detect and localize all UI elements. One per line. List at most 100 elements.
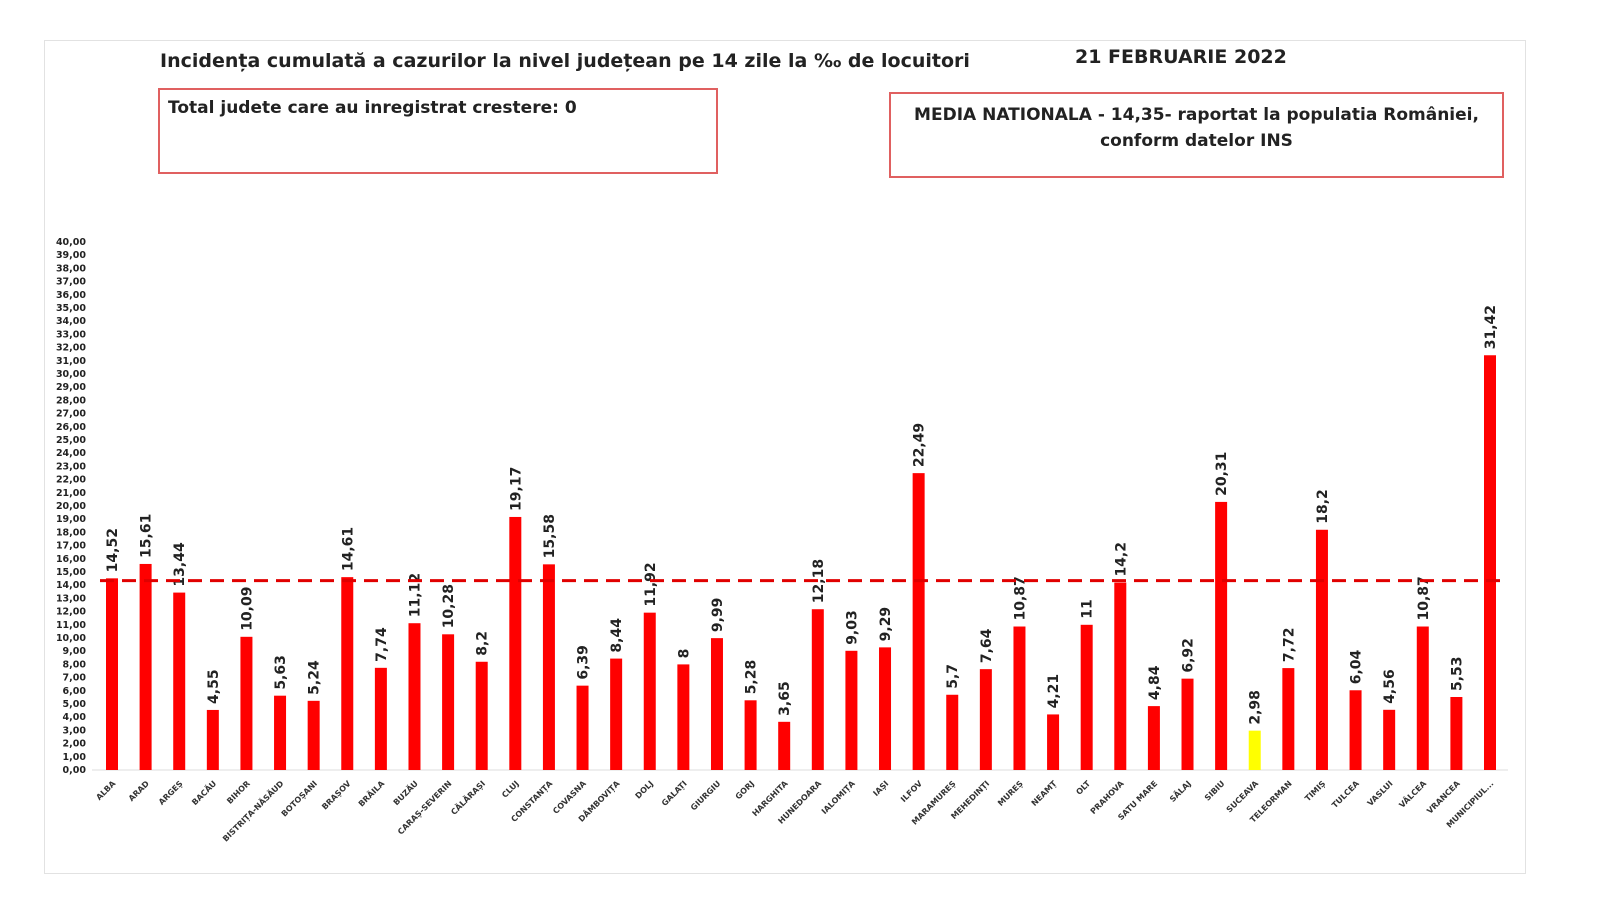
y-tick-label: 33,00 (56, 329, 86, 340)
bar (206, 709, 219, 770)
x-tick-label: GALAȚI (660, 779, 690, 809)
y-tick-label: 25,00 (56, 435, 86, 446)
data-label: 2,98 (1248, 690, 1264, 725)
chart-date: 21 FEBRUARIE 2022 (1075, 46, 1287, 68)
bar (1349, 690, 1362, 770)
bar (442, 634, 455, 770)
chart-frame (44, 40, 1526, 874)
x-tick-label: BUZĂU (390, 778, 420, 808)
data-label: 5,7 (945, 664, 961, 689)
bar (1282, 668, 1295, 770)
x-tick-label: MUREȘ (996, 779, 1026, 809)
bar (912, 473, 925, 770)
x-tick-label: DOLJ (634, 779, 656, 801)
x-tick-label: GIURGIU (689, 779, 722, 812)
bar (542, 564, 555, 770)
bar (811, 609, 824, 770)
y-tick-label: 1,00 (63, 752, 87, 763)
y-tick-label: 23,00 (56, 461, 86, 472)
data-label: 7,74 (374, 627, 390, 662)
data-label: 9,03 (844, 610, 860, 645)
bar (1080, 624, 1093, 770)
data-label: 11,92 (643, 562, 659, 606)
data-label: 14,2 (1113, 542, 1129, 577)
data-label: 4,84 (1147, 665, 1163, 700)
y-tick-label: 39,00 (56, 250, 86, 261)
bar (374, 667, 387, 770)
y-tick-label: 27,00 (56, 409, 86, 420)
bar (1181, 678, 1194, 770)
y-tick-label: 30,00 (56, 369, 86, 380)
bar (1315, 529, 1328, 770)
y-tick-label: 12,00 (56, 607, 86, 618)
data-label: 11,12 (407, 573, 423, 617)
x-tick-label: CLUJ (500, 779, 521, 800)
bar (106, 578, 118, 770)
bar (946, 694, 959, 770)
national-average-line2: conform datelor INS (1100, 131, 1293, 151)
x-tick-label: ILFOV (899, 778, 925, 804)
data-label: 8,2 (475, 631, 491, 656)
x-tick-label: NEAMȚ (1030, 779, 1060, 809)
y-tick-label: 32,00 (56, 343, 86, 354)
bar (576, 685, 589, 770)
x-tick-label: BRĂILA (355, 777, 386, 808)
data-label: 13,44 (172, 542, 188, 587)
bar (1416, 626, 1429, 770)
bar (610, 658, 623, 770)
bar (744, 700, 757, 770)
bar (1484, 355, 1496, 770)
y-tick-label: 37,00 (56, 277, 86, 288)
bar (173, 592, 186, 770)
x-tick-label: GORJ (734, 779, 756, 801)
bar (1013, 626, 1026, 770)
y-tick-label: 24,00 (56, 448, 86, 459)
y-tick-label: 3,00 (63, 725, 87, 736)
bar (1047, 714, 1060, 770)
x-tick-label: BOTOȘANI (280, 779, 320, 819)
bar (307, 700, 320, 770)
x-tick-label: VASLUI (1366, 779, 1395, 808)
y-tick-label: 11,00 (56, 620, 86, 631)
y-tick-label: 29,00 (56, 382, 86, 393)
y-tick-label: 34,00 (56, 316, 86, 327)
data-label: 6,92 (1181, 638, 1197, 673)
data-label: 9,29 (878, 607, 894, 642)
bar (240, 636, 253, 770)
y-tick-label: 9,00 (63, 646, 87, 657)
data-label: 4,56 (1382, 669, 1398, 704)
data-label: 10,09 (239, 587, 255, 631)
data-label: 11 (1080, 599, 1096, 618)
x-tick-label: BIHOR (225, 779, 252, 806)
data-label: 15,61 (139, 514, 155, 558)
increase-count-text: Total judete care au inregistrat crester… (168, 98, 577, 118)
bar (1248, 730, 1261, 770)
data-label: 31,42 (1483, 305, 1499, 349)
bar (778, 721, 791, 770)
y-tick-label: 2,00 (63, 739, 87, 750)
x-tick-label: VÂLCEA (1396, 777, 1429, 810)
y-tick-label: 5,00 (63, 699, 87, 710)
data-label: 7,72 (1281, 628, 1297, 663)
bar (979, 669, 992, 770)
data-label: 14,52 (105, 528, 121, 572)
y-tick-label: 10,00 (56, 633, 86, 644)
y-tick-label: 19,00 (56, 514, 86, 525)
bar (710, 638, 723, 770)
bar (1450, 697, 1463, 770)
data-label: 15,58 (542, 514, 558, 558)
data-label: 3,65 (777, 681, 793, 716)
y-tick-label: 22,00 (56, 475, 86, 486)
y-tick-label: 6,00 (63, 686, 87, 697)
national-average-box: MEDIA NATIONALA - 14,35- raportat la pop… (889, 92, 1504, 178)
bar (845, 650, 858, 770)
data-label: 18,2 (1315, 489, 1331, 524)
data-label: 5,63 (273, 655, 289, 690)
x-tick-label: ALBA (94, 778, 118, 802)
x-tick-label: SIBIU (1203, 779, 1227, 803)
data-label: 10,87 (1012, 576, 1028, 620)
y-tick-label: 13,00 (56, 593, 86, 604)
y-tick-label: 28,00 (56, 395, 86, 406)
bar (1215, 501, 1228, 770)
y-tick-label: 35,00 (56, 303, 86, 314)
